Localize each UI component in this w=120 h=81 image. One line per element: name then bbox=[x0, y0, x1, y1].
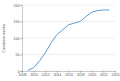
series-line bbox=[28, 10, 109, 70]
y-tick-label: 150 bbox=[14, 20, 20, 24]
x-tick-label: 2020 bbox=[88, 73, 96, 77]
y-tick: 50 bbox=[16, 53, 23, 57]
x-tick-label: 2024 bbox=[112, 73, 120, 77]
y-axis-title: Cumulative number bbox=[2, 22, 6, 52]
x-tick: 2008 bbox=[19, 71, 27, 77]
y-tick-mark bbox=[21, 5, 23, 6]
y-tick-mark bbox=[21, 22, 23, 23]
x-tick-label: 2016 bbox=[65, 73, 73, 77]
chart: 20082010 20122014 2016 20182020 2022 2024 0 50 1… bbox=[0, 0, 120, 81]
grid bbox=[22, 5, 115, 71]
x-tick-label: 2014 bbox=[53, 73, 61, 77]
x-tick: 2016 bbox=[65, 71, 73, 77]
grid-line bbox=[22, 38, 115, 39]
y-axis: 0 50 100 150 200 bbox=[14, 4, 23, 74]
x-tick: 2014 bbox=[53, 71, 61, 77]
x-tick-label: 2012 bbox=[42, 73, 50, 77]
x-tick-label: 2018 bbox=[77, 73, 85, 77]
x-tick: 2018 bbox=[77, 71, 85, 77]
y-tick: 100 bbox=[14, 37, 23, 41]
x-tick: 2020 bbox=[88, 71, 96, 77]
y-axis-line bbox=[21, 6, 23, 72]
y-tick-label: 50 bbox=[16, 53, 20, 57]
x-tick: 2012 bbox=[42, 71, 50, 77]
y-tick-label: 100 bbox=[14, 37, 20, 41]
x-tick-label: 2010 bbox=[30, 73, 38, 77]
y-tick-mark bbox=[21, 38, 23, 39]
y-tick: 0 bbox=[18, 70, 23, 74]
y-tick-label: 200 bbox=[14, 4, 20, 8]
grid-line bbox=[22, 21, 115, 22]
x-tick-label: 2022 bbox=[100, 73, 108, 77]
grid-line bbox=[22, 54, 115, 55]
x-tick: 2024 bbox=[112, 71, 120, 77]
y-tick-mark bbox=[21, 71, 23, 72]
y-tick: 200 bbox=[14, 4, 23, 8]
x-tick: 2022 bbox=[100, 71, 108, 77]
x-axis: 20082010 20122014 2016 20182020 2022 2024 bbox=[19, 71, 120, 77]
grid-line bbox=[22, 5, 115, 6]
y-tick-label: 0 bbox=[18, 70, 20, 74]
x-tick-label: 2008 bbox=[19, 73, 27, 77]
grid-line bbox=[22, 71, 115, 72]
x-tick: 2010 bbox=[30, 71, 38, 77]
plot-area: 20082010 20122014 2016 20182020 2022 2024 0 50 1… bbox=[14, 4, 120, 77]
y-tick-mark bbox=[21, 55, 23, 56]
y-tick: 150 bbox=[14, 20, 23, 24]
series-group bbox=[28, 10, 109, 70]
